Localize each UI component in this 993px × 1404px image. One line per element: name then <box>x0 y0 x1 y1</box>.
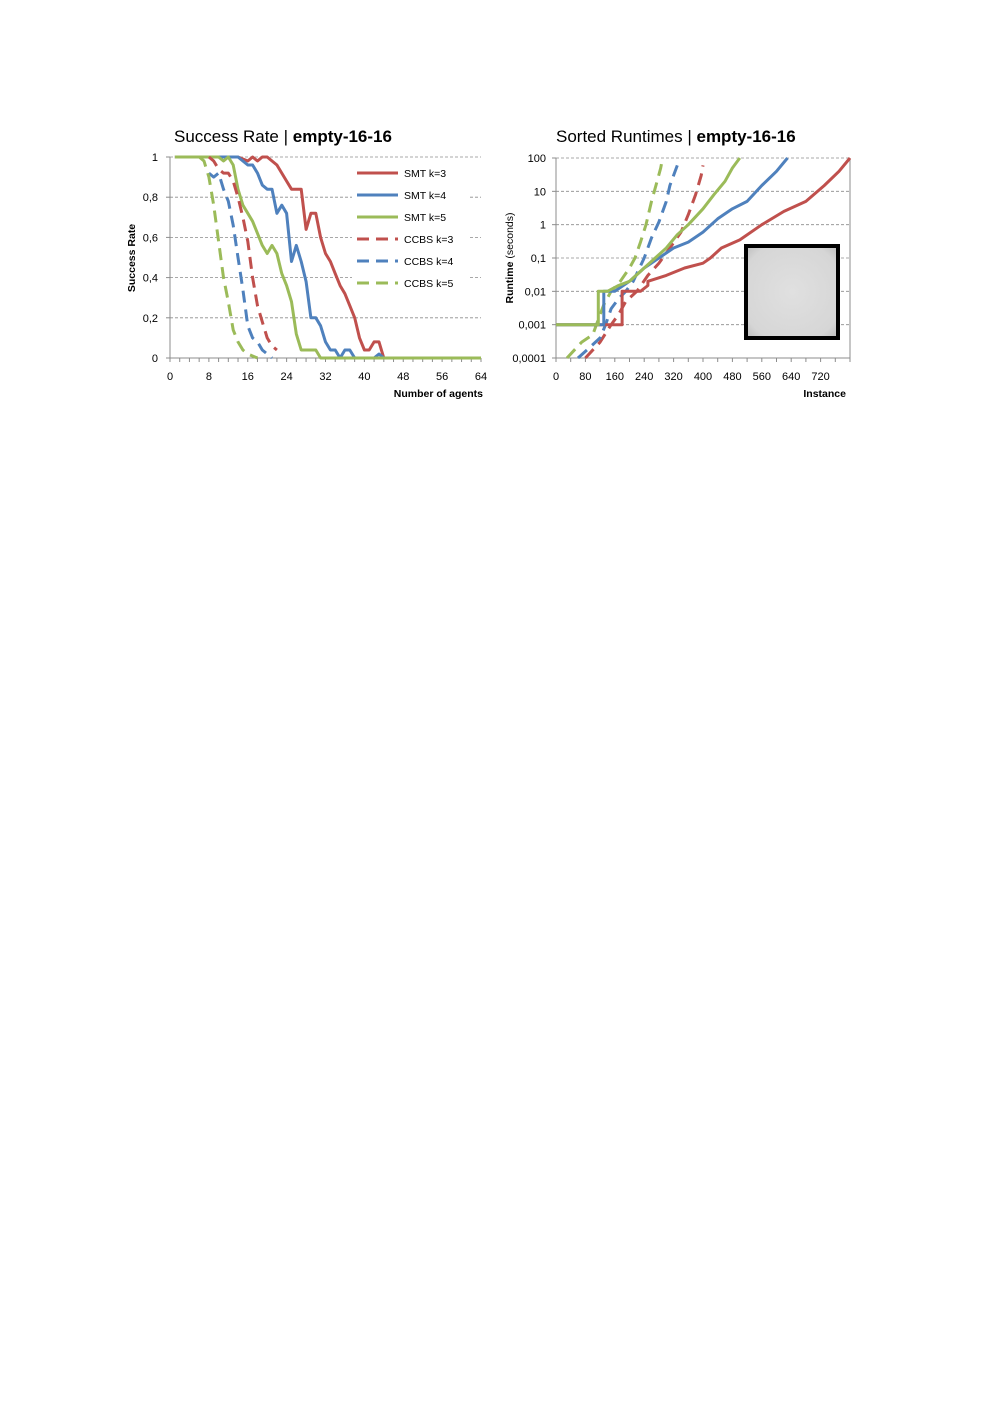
legend-label: CCBS k=3 <box>404 234 453 246</box>
y-tick-label: 0,001 <box>518 320 546 332</box>
y-tick-label: 0,1 <box>531 253 546 265</box>
legend-label: SMT k=3 <box>404 168 446 180</box>
y-tick-label: 100 <box>528 153 546 165</box>
axes: 0,0001 0,001 0,01 0,1 1 10 100 0 80 160 240 320 400 4… <box>512 153 851 383</box>
legend-label: SMT k=4 <box>404 190 446 202</box>
x-tick-label: 0 <box>167 371 173 383</box>
legend-label: CCBS k=4 <box>404 256 453 268</box>
x-tick-label: 24 <box>281 371 293 383</box>
y-tick-label: 0,6 <box>143 232 158 244</box>
y-tick-label: 0,8 <box>143 192 158 204</box>
chart-title-bold: empty-16-16 <box>293 127 392 146</box>
x-tick-label: 56 <box>436 371 448 383</box>
series-lines <box>556 157 852 360</box>
x-tick-label: 640 <box>782 371 800 383</box>
legend-label: SMT k=5 <box>404 212 446 224</box>
y-tick-label: 0,4 <box>143 273 158 285</box>
y-tick-label: 1 <box>540 220 546 232</box>
series-line <box>556 157 742 327</box>
x-axis-label: Instance <box>803 388 846 400</box>
legend-background <box>352 164 470 294</box>
x-tick-label: 80 <box>579 371 591 383</box>
legend-label: CCBS k=5 <box>404 278 453 290</box>
x-tick-label: 240 <box>635 371 653 383</box>
y-tick-label: 0,0001 <box>512 353 546 365</box>
sorted-runtimes-chart: Sorted Runtimes | empty-16-16 0,00010,00… <box>504 127 852 400</box>
series-line <box>576 164 679 360</box>
series-line <box>584 165 705 360</box>
legend: SMT k=3 SMT k=4 SMT k=5 CCBS k=3 CCBS k=4 CCB… <box>352 164 470 294</box>
success-rate-chart: Success Rate | empty-16-16 0 0,2 0,4 0,6 0,8… <box>126 127 487 400</box>
chart-title-main: Sorted Runtimes | <box>556 127 696 146</box>
series-line <box>565 157 665 360</box>
x-tick-label: 48 <box>397 371 409 383</box>
y-axis-label-main: Runtime <box>504 261 516 303</box>
x-tick-label: 400 <box>694 371 712 383</box>
y-tick-label: 0 <box>152 353 158 365</box>
x-tick-label: 32 <box>319 371 331 383</box>
x-tick-label: 720 <box>811 371 829 383</box>
x-tick-label: 64 <box>475 371 487 383</box>
map-inset <box>744 244 840 340</box>
figure: Success Rate | empty-16-16 0 0,2 0,4 0,6 0,8… <box>126 127 852 400</box>
series-line <box>174 155 481 360</box>
x-tick-label: 320 <box>664 371 682 383</box>
x-tick-label: 40 <box>358 371 370 383</box>
y-tick-label: 0,2 <box>143 313 158 325</box>
series-line <box>207 171 273 360</box>
series-lines <box>174 155 481 360</box>
series-line <box>174 155 481 360</box>
chart-title-bold: empty-16-16 <box>696 127 795 146</box>
series-line <box>207 155 278 352</box>
y-tick-label: 1 <box>152 152 158 164</box>
series-line <box>556 157 852 327</box>
x-tick-label: 8 <box>206 371 212 383</box>
x-axis-label: Number of agents <box>394 388 483 400</box>
x-tick-label: 16 <box>242 371 254 383</box>
x-tick-label: 0 <box>553 371 559 383</box>
y-axis-label-unit: (seconds) <box>504 212 516 261</box>
y-axis-label: Runtime (seconds) <box>504 212 516 303</box>
y-tick-label: 10 <box>534 186 546 198</box>
y-tick-label: 0,01 <box>525 286 546 298</box>
chart-title: Success Rate | empty-16-16 <box>174 127 392 146</box>
chart-title: Sorted Runtimes | empty-16-16 <box>556 127 796 146</box>
x-tick-label: 560 <box>753 371 771 383</box>
x-tick-label: 160 <box>606 371 624 383</box>
x-tick-label: 480 <box>723 371 741 383</box>
gridlines <box>170 156 481 319</box>
chart-title-main: Success Rate | <box>174 127 293 146</box>
map-image <box>744 244 840 340</box>
y-axis-label: Success Rate <box>126 224 138 292</box>
series-line <box>198 155 259 360</box>
